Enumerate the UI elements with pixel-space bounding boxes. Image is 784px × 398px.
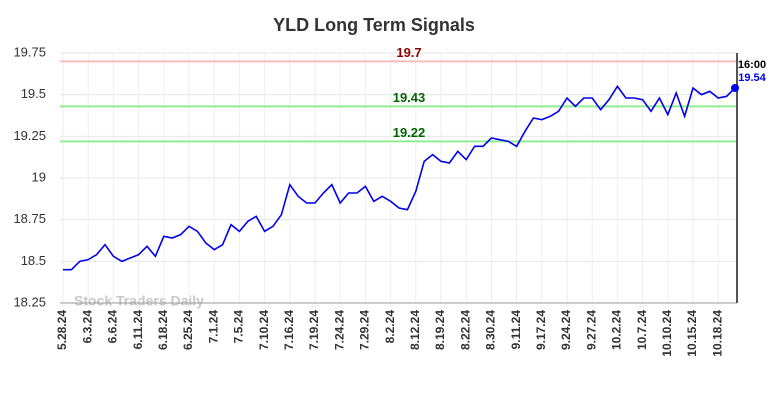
x-tick-label: 8.22.24 bbox=[458, 310, 472, 350]
x-tick-label: 10.18.24 bbox=[710, 310, 724, 357]
x-tick-label: 8.30.24 bbox=[484, 310, 498, 350]
last-value: 19.54 bbox=[738, 72, 766, 84]
y-tick-label: 18.5 bbox=[21, 253, 46, 268]
x-tick-label: 8.19.24 bbox=[433, 310, 447, 350]
x-tick-label: 7.1.24 bbox=[206, 310, 220, 344]
x-tick-label: 5.28.24 bbox=[55, 310, 69, 350]
x-tick-label: 9.17.24 bbox=[534, 310, 548, 350]
x-tick-label: 9.27.24 bbox=[584, 310, 598, 350]
x-tick-label: 6.3.24 bbox=[80, 310, 94, 344]
x-tick-label: 7.10.24 bbox=[257, 310, 271, 350]
x-tick-label: 6.18.24 bbox=[156, 310, 170, 350]
y-tick-label: 18.25 bbox=[13, 294, 46, 309]
x-tick-label: 7.24.24 bbox=[332, 310, 346, 350]
y-tick-label: 19.75 bbox=[13, 44, 46, 59]
x-tick-label: 10.10.24 bbox=[660, 310, 674, 357]
x-tick-label: 7.29.24 bbox=[358, 310, 372, 350]
y-tick-label: 19 bbox=[32, 169, 46, 184]
price-line bbox=[63, 84, 736, 271]
x-tick-label: 10.15.24 bbox=[685, 310, 699, 357]
x-tick-label: 6.11.24 bbox=[131, 310, 145, 350]
x-tick-label: 10.7.24 bbox=[635, 310, 649, 350]
y-tick-label: 18.75 bbox=[13, 211, 46, 226]
y-tick-label: 19.5 bbox=[21, 86, 46, 101]
x-tick-label: 7.19.24 bbox=[307, 310, 321, 350]
x-tick-label: 7.16.24 bbox=[282, 310, 296, 350]
y-tick-label: 19.25 bbox=[13, 128, 46, 143]
x-tick-label: 8.12.24 bbox=[408, 310, 422, 350]
x-tick-label: 8.2.24 bbox=[383, 310, 397, 344]
last-time: 16:00 bbox=[738, 59, 766, 71]
x-tick-label: 7.5.24 bbox=[232, 310, 246, 344]
x-tick-label: 6.25.24 bbox=[181, 310, 195, 350]
x-tick-label: 6.6.24 bbox=[106, 310, 120, 344]
reference-label: 19.22 bbox=[393, 125, 426, 140]
last-point bbox=[731, 84, 739, 92]
x-tick-label: 9.11.24 bbox=[509, 310, 523, 350]
chart-title: YLD Long Term Signals bbox=[273, 15, 475, 35]
reference-label: 19.7 bbox=[396, 45, 421, 60]
x-tick-label: 10.2.24 bbox=[610, 310, 624, 350]
reference-label: 19.43 bbox=[393, 90, 426, 105]
x-tick-label: 9.24.24 bbox=[559, 310, 573, 350]
